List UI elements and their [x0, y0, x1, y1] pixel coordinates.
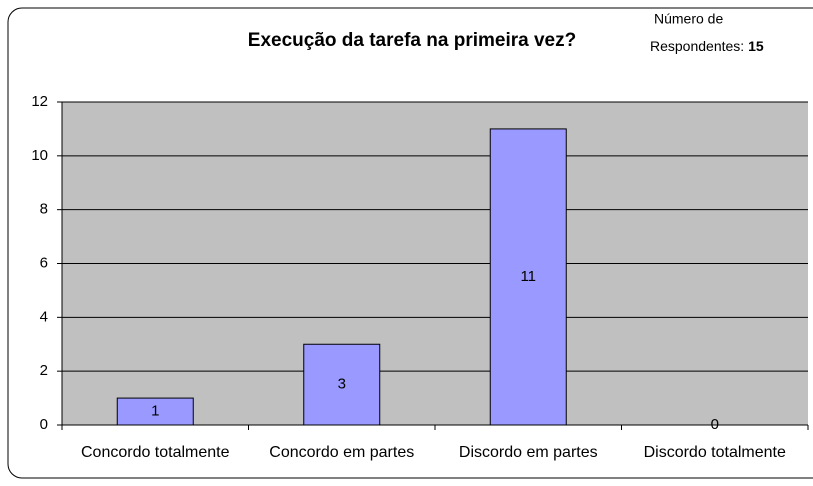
annotation: Número de: [654, 11, 723, 27]
bar: [303, 343, 381, 426]
y-tick-label: 12: [31, 93, 48, 110]
x-tick-label: Concordo totalmente: [81, 444, 230, 461]
x-tick-label: Concordo em partes: [269, 444, 414, 461]
y-tick-label: 4: [40, 308, 48, 325]
annotation-value: 15: [748, 38, 764, 54]
y-tick-label: 8: [40, 201, 48, 218]
bar: [489, 128, 567, 426]
annotation: Respondentes: 15: [650, 38, 764, 54]
y-tick-label: 0: [40, 416, 48, 433]
x-tick-label: Discordo em partes: [459, 444, 598, 461]
y-tick-label: 6: [40, 254, 48, 271]
annotation-text: Respondentes:: [650, 38, 744, 54]
y-tick-label: 10: [31, 147, 48, 164]
bar: [116, 397, 194, 426]
data-label: 3: [338, 376, 346, 393]
data-label: 1: [151, 403, 159, 420]
chart-title: Execução da tarefa na primeira vez?: [248, 30, 576, 51]
data-label: 11: [520, 268, 536, 285]
x-tick-label: Discordo totalmente: [644, 444, 786, 461]
data-label: 0: [711, 416, 719, 433]
y-tick-label: 2: [40, 362, 48, 379]
